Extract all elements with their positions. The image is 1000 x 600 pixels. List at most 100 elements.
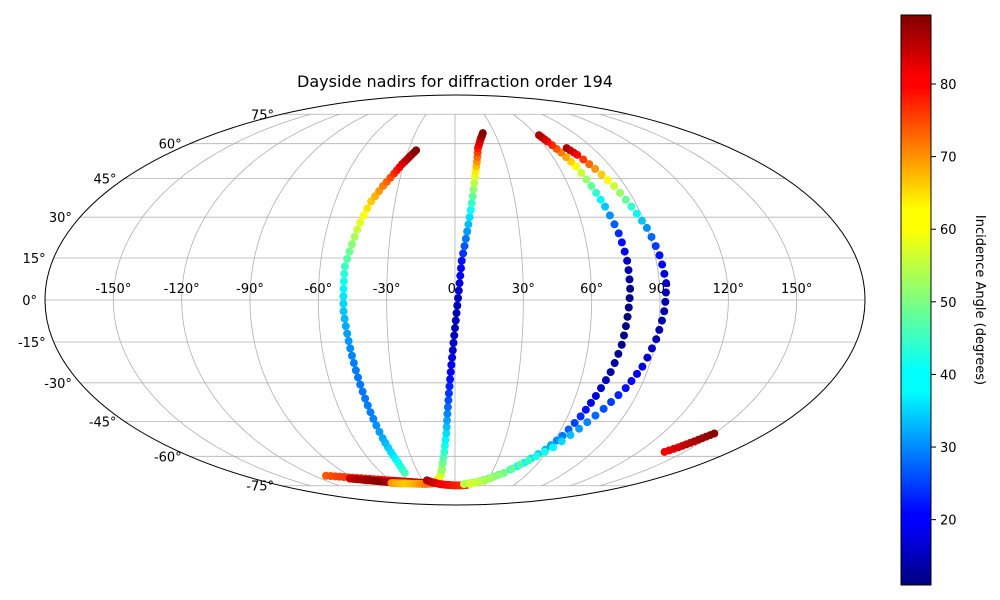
data-point [597, 170, 606, 179]
data-point [493, 471, 502, 480]
lat-tick-label: -60° [154, 450, 182, 465]
data-point [375, 427, 384, 436]
data-point [465, 213, 474, 222]
data-point [620, 247, 629, 256]
data-point [351, 366, 360, 375]
data-point [341, 322, 350, 331]
data-point [607, 398, 616, 407]
data-point [466, 206, 475, 215]
data-point [446, 368, 455, 377]
data-point [660, 269, 669, 278]
data-point [452, 309, 461, 318]
data-point [460, 242, 469, 251]
colorbar-tick-label: 20 [940, 514, 957, 529]
data-point [591, 411, 600, 420]
data-point [378, 434, 387, 443]
data-point [339, 299, 348, 308]
data-point [610, 359, 619, 368]
colorbar-ticks: 20 30 40 50 60 70 80 [931, 78, 957, 529]
data-point [662, 279, 671, 288]
data-point [443, 409, 452, 418]
data-point [356, 218, 365, 227]
data-point [451, 324, 459, 333]
data-point [652, 335, 661, 344]
data-point [601, 202, 610, 211]
data-point [464, 220, 473, 229]
data-point [535, 131, 544, 140]
data-point [359, 211, 368, 220]
data-point [597, 384, 606, 393]
data-point [614, 391, 623, 400]
data-point [647, 344, 656, 353]
data-point [343, 329, 352, 338]
data-point [358, 387, 367, 396]
lat-tick-label: -30° [44, 377, 72, 392]
data-point [570, 419, 579, 428]
data-point [623, 256, 632, 265]
data-point [339, 284, 348, 293]
data-point [347, 351, 356, 360]
data-point [524, 456, 533, 465]
data-point [655, 251, 664, 260]
data-point [369, 414, 378, 423]
colorbar-tick-label: 50 [940, 296, 957, 311]
lon-tick-label: 60° [580, 282, 603, 297]
data-point [440, 447, 449, 456]
data-point [349, 359, 358, 368]
lon-tick-label: 120° [713, 282, 744, 297]
data-point [577, 168, 586, 177]
data-point [585, 160, 594, 169]
data-point [448, 353, 457, 362]
data-point [710, 429, 719, 438]
lon-tick-label: -60° [304, 282, 332, 297]
data-point [467, 199, 476, 208]
data-points [322, 129, 719, 490]
data-point [661, 288, 670, 297]
data-point [361, 394, 370, 403]
data-point [343, 254, 352, 263]
data-point [603, 176, 612, 185]
data-point [625, 275, 634, 284]
data-point [532, 452, 541, 461]
lon-tick-label: 150° [781, 282, 812, 297]
data-point [447, 360, 456, 369]
lat-tick-label: 75° [251, 108, 274, 123]
map-outline [44, 94, 866, 506]
data-point [647, 232, 656, 241]
data-point [591, 164, 600, 173]
data-point [366, 408, 375, 417]
data-point [621, 322, 630, 331]
data-point [455, 279, 464, 288]
data-point [453, 301, 462, 310]
chart-title: Dayside nadirs for diffraction order 194 [297, 72, 613, 91]
data-point [579, 155, 588, 164]
data-point [575, 424, 584, 433]
lat-tick-label: -75° [246, 480, 274, 495]
data-point [591, 391, 600, 400]
data-point [614, 349, 623, 358]
data-point [623, 312, 632, 321]
data-point [625, 294, 634, 303]
data-point [459, 249, 468, 258]
data-point [463, 227, 472, 236]
data-point [642, 223, 651, 232]
data-point [442, 423, 451, 432]
data-point [339, 277, 348, 286]
data-point [583, 418, 592, 427]
data-point [626, 284, 635, 293]
data-point [345, 247, 354, 256]
data-point [540, 447, 549, 456]
data-point [617, 238, 626, 247]
data-point [610, 220, 619, 229]
data-point [581, 405, 590, 414]
lat-tick-label: 45° [94, 173, 117, 188]
data-point [346, 344, 355, 353]
data-point [340, 269, 349, 278]
data-point [444, 396, 453, 405]
colorbar-tick-label: 30 [940, 441, 957, 456]
colorbar-tick-label: 80 [940, 78, 957, 93]
data-point [339, 292, 348, 301]
data-point [478, 129, 487, 138]
data-point [353, 225, 362, 234]
data-point [449, 338, 458, 347]
